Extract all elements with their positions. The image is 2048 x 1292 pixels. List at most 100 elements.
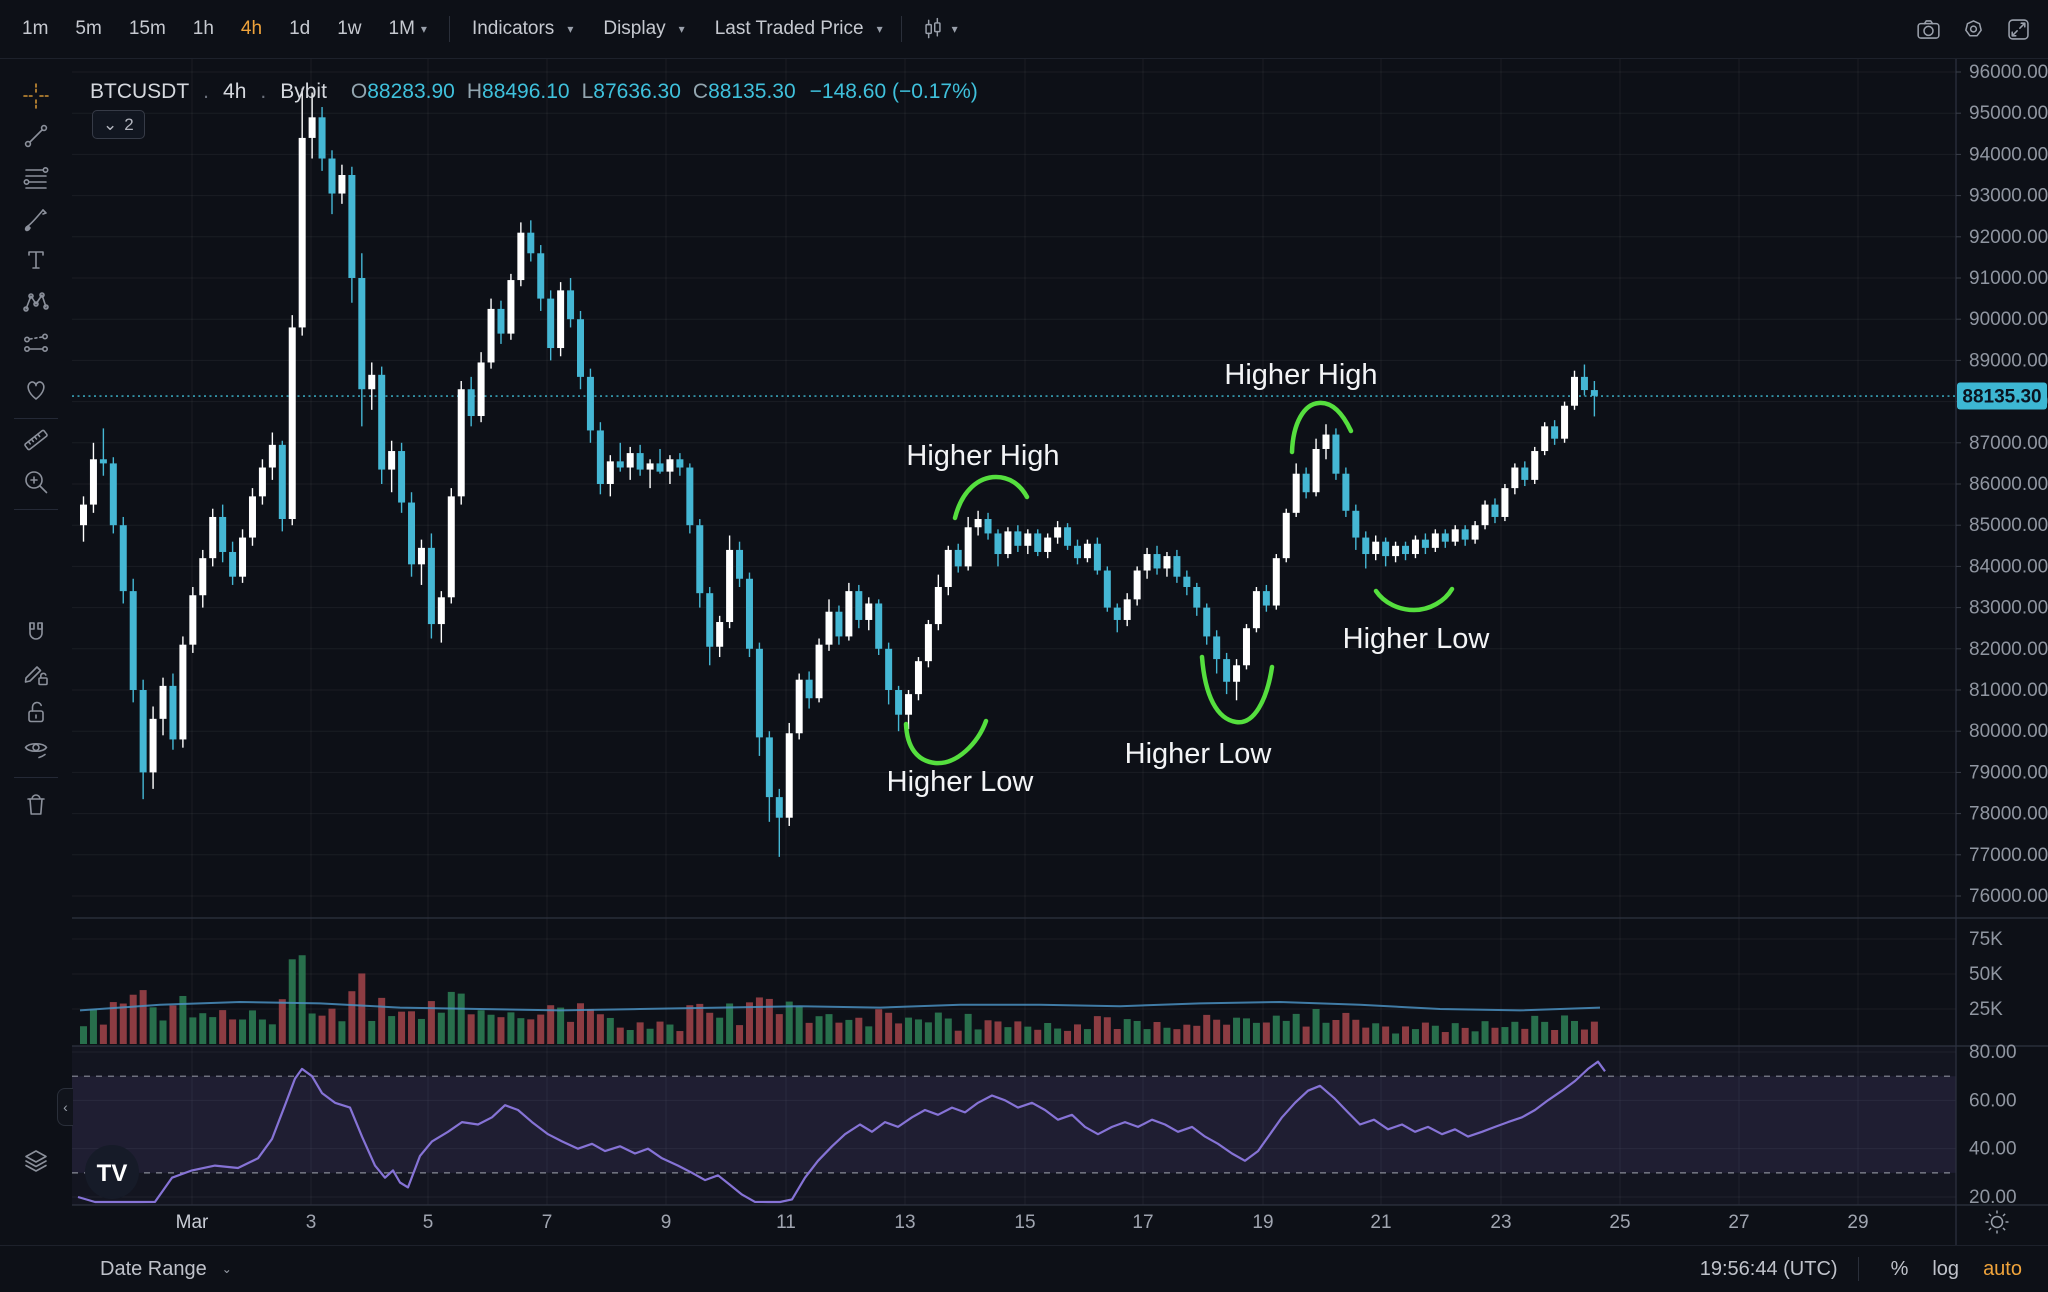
svg-text:20.00: 20.00 — [1969, 1187, 2017, 1208]
menu-label: Indicators — [471, 18, 555, 39]
timeframe-5m[interactable]: 5m — [75, 18, 102, 39]
menu-label: Last Traded Price — [714, 18, 864, 39]
toolbar-divider — [448, 16, 450, 42]
date-range-label: Date Range — [100, 1257, 207, 1280]
top-toolbar: 1m 5m 15m 1h 4h 1d 1w 1M ▾ Indicators ▾ Display ▾ L… — [0, 0, 2048, 59]
svg-text:3: 3 — [306, 1212, 317, 1233]
svg-text:19: 19 — [1252, 1212, 1273, 1233]
xabcd-pattern-tool-icon[interactable] — [21, 287, 51, 317]
sidebar-collapse-handle[interactable]: ‹ — [57, 1088, 73, 1126]
pane-dividers[interactable] — [0, 58, 2048, 1245]
annotation-text[interactable]: Higher Low — [1343, 623, 1491, 655]
settings-gear-icon[interactable] — [1960, 16, 1987, 43]
menu-indicators[interactable]: Indicators ▾ — [472, 18, 573, 40]
svg-text:17: 17 — [1132, 1212, 1153, 1233]
time-axis[interactable]: Mar 3 5 7 9 11 13 15 17 19 21 23 25 27 29 — [176, 1212, 1869, 1233]
magnet-tool-icon[interactable] — [21, 619, 51, 649]
svg-text:84000.00: 84000.00 — [1969, 556, 2048, 577]
percent-scale-button[interactable]: % — [1890, 1257, 1909, 1280]
annotation-text[interactable]: Higher High — [906, 440, 1059, 472]
svg-text:5: 5 — [423, 1212, 434, 1233]
annotation-text[interactable]: Higher Low — [887, 766, 1035, 798]
trend-arc[interactable] — [952, 474, 1030, 521]
resize-corners-icon[interactable] — [2005, 16, 2032, 43]
timeframe-more-chevron-icon[interactable]: ▾ — [420, 22, 427, 36]
svg-text:29: 29 — [1847, 1212, 1868, 1233]
log-scale-button[interactable]: log — [1932, 1257, 1960, 1280]
svg-text:88135.30: 88135.30 — [1962, 387, 2041, 408]
ruler-tool-icon[interactable] — [21, 425, 51, 455]
unlock-tool-icon[interactable] — [21, 697, 51, 727]
trend-arc[interactable] — [1373, 586, 1455, 613]
menu-last-traded-price[interactable]: Last Traded Price ▾ — [715, 18, 883, 40]
menu-display[interactable]: Display ▾ — [603, 18, 684, 40]
sun-icon[interactable] — [1985, 1210, 2009, 1234]
last-price-label: 88135.30 — [1957, 382, 2047, 410]
svg-text:25K: 25K — [1969, 999, 2003, 1020]
toolbar-divider — [900, 16, 902, 42]
annotations-layer[interactable]: Higher High Higher Low Higher High Higher L… — [887, 359, 1491, 798]
price-axis[interactable]: 96000.00 95000.00 94000.00 93000.00 92000.00… — [1956, 62, 2048, 1208]
svg-text:75K: 75K — [1969, 929, 2003, 950]
timeframe-15m[interactable]: 15m — [128, 18, 166, 39]
annotation-text[interactable]: Higher Low — [1125, 738, 1273, 770]
symbol-name[interactable]: BTCUSDT — [90, 80, 190, 103]
emoji-heart-tool-icon[interactable] — [21, 374, 51, 404]
clock-utc[interactable]: 19:56:44 (UTC) — [1699, 1257, 1838, 1280]
svg-text:40.00: 40.00 — [1969, 1139, 2017, 1160]
layers-tool-icon[interactable] — [21, 1146, 51, 1176]
svg-text:87000.00: 87000.00 — [1969, 433, 2048, 454]
draw-lock-tool-icon[interactable] — [21, 659, 51, 689]
brush-tool-icon[interactable] — [21, 204, 51, 234]
trash-tool-icon[interactable] — [21, 790, 51, 820]
text-tool-icon[interactable] — [21, 245, 51, 275]
date-range-button[interactable]: Date Range ⌄ — [100, 1258, 232, 1281]
svg-text:80000.00: 80000.00 — [1969, 721, 2048, 742]
svg-text:86000.00: 86000.00 — [1969, 474, 2048, 495]
timeframe-1h[interactable]: 1h — [192, 18, 214, 39]
trend-arc[interactable] — [1289, 400, 1354, 455]
sidebar-divider — [14, 418, 58, 419]
auto-scale-button[interactable]: auto — [1983, 1257, 2022, 1280]
svg-text:96000.00: 96000.00 — [1969, 62, 2048, 83]
timeframe-4h[interactable]: 4h — [240, 18, 263, 39]
legend-separator: . — [260, 80, 267, 103]
sidebar-divider — [14, 509, 58, 510]
crosshair-tool-icon[interactable] — [21, 81, 51, 111]
volume-layer — [80, 955, 1598, 1044]
forecast-tool-icon[interactable] — [21, 329, 51, 359]
hide-drawings-eye-tool-icon[interactable] — [21, 735, 51, 765]
svg-text:23: 23 — [1490, 1212, 1511, 1233]
timeframe-1w[interactable]: 1w — [337, 18, 362, 39]
timeframe-1d[interactable]: 1d — [289, 18, 311, 39]
svg-text:80.00: 80.00 — [1969, 1042, 2017, 1063]
chart-style-chevron-icon[interactable]: ▾ — [951, 22, 958, 36]
symbol-interval[interactable]: 4h — [223, 80, 247, 103]
bottom-divider — [1857, 1257, 1859, 1281]
symbol-legend[interactable]: BTCUSDT . 4h . Bybit O88283.90 H88496.10 L… — [90, 80, 978, 104]
camera-icon[interactable] — [1915, 16, 1942, 43]
zoom-in-tool-icon[interactable] — [21, 467, 51, 497]
chevron-down-icon: ⌄ — [103, 114, 118, 134]
svg-text:TV: TV — [97, 1160, 128, 1187]
annotation-text[interactable]: Higher High — [1224, 359, 1377, 391]
chart-style-candles-icon[interactable] — [920, 16, 946, 42]
bottom-toolbar: Date Range ⌄ 19:56:44 (UTC) % log auto — [0, 1245, 2048, 1292]
trend-line-tool-icon[interactable] — [21, 121, 51, 151]
chevron-down-icon: ▾ — [567, 22, 574, 36]
timeframe-1m[interactable]: 1m — [22, 18, 49, 39]
svg-text:27: 27 — [1728, 1212, 1749, 1233]
trend-arc[interactable] — [1199, 654, 1275, 725]
price-change: −148.60 (−0.17%) — [809, 80, 978, 103]
svg-text:83000.00: 83000.00 — [1969, 598, 2048, 619]
timeframe-1M[interactable]: 1M — [388, 18, 415, 39]
svg-text:60.00: 60.00 — [1969, 1090, 2017, 1111]
tradingview-logo[interactable]: TV — [85, 1145, 139, 1199]
ohlc-c: C88135.30 — [692, 80, 796, 103]
legend-collapse-button[interactable]: ⌄ 2 — [92, 110, 145, 139]
trend-arc[interactable] — [903, 718, 989, 766]
fib-retracement-tool-icon[interactable] — [21, 162, 51, 192]
svg-text:82000.00: 82000.00 — [1969, 639, 2048, 660]
